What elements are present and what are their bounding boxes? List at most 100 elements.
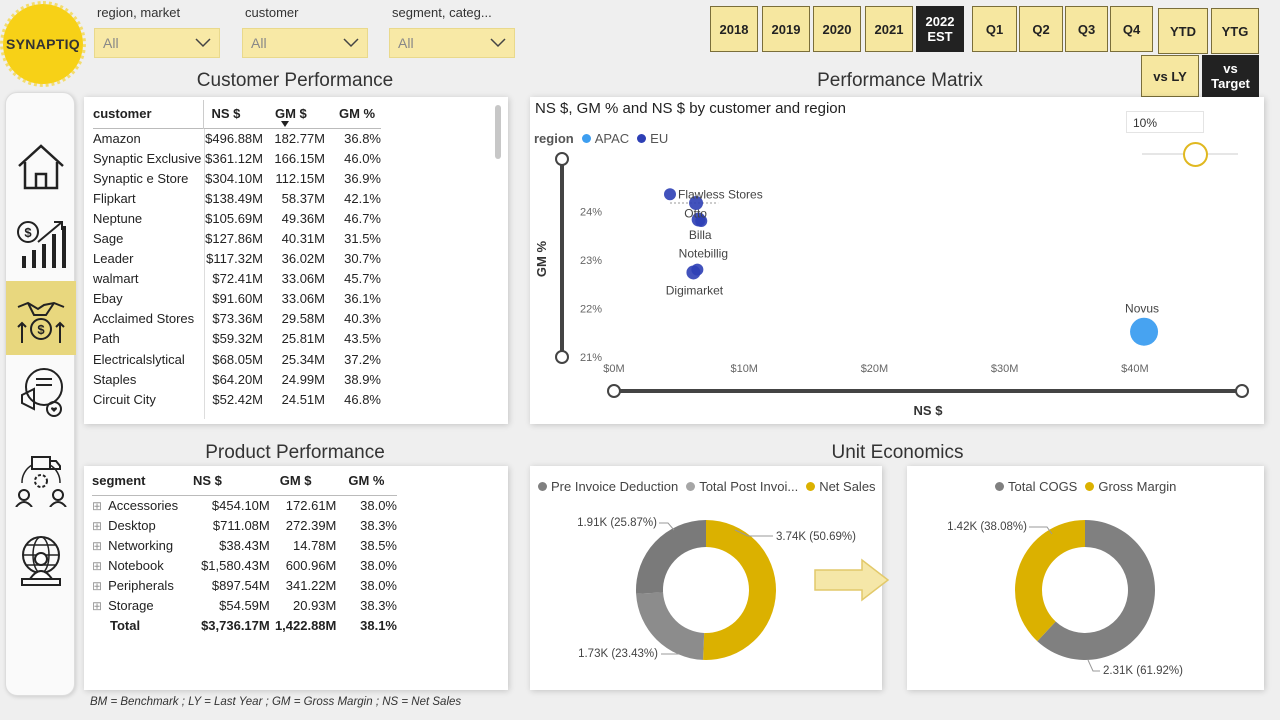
nav-marketing-button[interactable]: [6, 355, 76, 429]
donut-slice[interactable]: [636, 592, 705, 660]
legend-dot: [1085, 482, 1095, 491]
expand-icon[interactable]: ⊞: [92, 518, 103, 533]
table-row[interactable]: ⊞ Networking $38.43M 14.78M 38.5%: [92, 535, 397, 555]
customer-name-cell: Neptune: [93, 210, 143, 226]
quarter-q3-button[interactable]: Q3: [1065, 6, 1108, 52]
scatter-point[interactable]: [664, 188, 676, 201]
slice-data-label: 2.31K (61.92%): [1103, 665, 1183, 677]
year-2022-est-button[interactable]: 2022 EST: [916, 6, 964, 52]
nav-supply-chain-button[interactable]: [6, 443, 76, 517]
table-row[interactable]: ⊞ Peripherals $897.54M 341.22M 38.0%: [92, 575, 397, 595]
quarter-q4-button[interactable]: Q4: [1110, 6, 1153, 52]
gm-cell: 341.22M: [285, 577, 337, 593]
donut-slice[interactable]: [1037, 520, 1155, 660]
ns-cell: $304.10M: [205, 170, 263, 186]
scatter-point[interactable]: [1130, 317, 1159, 346]
scatter-chart: 21% 22% 23% 24% $0M $10M $20M $30M $40M GM % NS $ F…: [534, 152, 1249, 418]
expand-icon[interactable]: ⊞: [92, 558, 103, 573]
slicer-label-region: region, market: [97, 5, 181, 20]
table-row[interactable]: Amazon $496.88M 182.77M 36.8%: [93, 128, 381, 148]
gm-cell: 40.31M: [281, 231, 325, 247]
table-row[interactable]: Flipkart $138.49M 58.37M 42.1%: [93, 188, 381, 208]
scatter-point[interactable]: [689, 196, 704, 211]
header-gm-pct[interactable]: GM %: [339, 106, 376, 122]
table-row[interactable]: ⊞ Desktop $711.08M 272.39M 38.3%: [92, 515, 397, 535]
table-row[interactable]: Acclaimed Stores $73.36M 29.58M 40.3%: [93, 309, 381, 329]
nav-global-button[interactable]: [6, 523, 76, 597]
gm-cell: 600.96M: [285, 557, 337, 573]
segment-label: Accessories: [108, 497, 179, 513]
product-performance-table: segment NS $ GM $ GM % ⊞ Accessories $454.…: [84, 466, 508, 690]
table-row[interactable]: walmart $72.41M 33.06M 45.7%: [93, 269, 381, 289]
table-row[interactable]: Synaptic Exclusive $361.12M 166.15M 46.0%: [93, 148, 381, 168]
threshold-input[interactable]: 10%: [1126, 111, 1204, 133]
quarter-q2-button[interactable]: Q2: [1019, 6, 1063, 52]
nav-home-button[interactable]: [6, 130, 76, 204]
header-customer[interactable]: customer: [93, 106, 152, 122]
legend-title: region: [534, 131, 574, 146]
unit-economics-title: Unit Economics: [831, 442, 964, 463]
scatter-point[interactable]: [686, 265, 701, 280]
handshake-money-icon: $: [17, 301, 65, 343]
slicer-segment-dropdown[interactable]: All: [389, 28, 515, 58]
slicer-customer-dropdown[interactable]: All: [242, 28, 368, 58]
legend-dot: [995, 482, 1004, 491]
donut-slice[interactable]: [703, 520, 777, 660]
quarter-q1-button[interactable]: Q1: [972, 6, 1017, 52]
donut-slice[interactable]: [1015, 520, 1085, 642]
table-scrollbar[interactable]: [495, 105, 501, 159]
customer-name-cell: Amazon: [93, 130, 141, 146]
table-row[interactable]: Circuit City $52.42M 24.51M 46.8%: [93, 389, 381, 409]
year-2021-button[interactable]: 2021: [865, 6, 913, 52]
header-ns[interactable]: NS $: [202, 100, 263, 128]
customer-name-cell: Electricalslytical: [93, 351, 185, 367]
x-slider-handle-left[interactable]: [607, 384, 621, 398]
header-gm-pct[interactable]: GM %: [348, 473, 385, 489]
scatter-point[interactable]: [695, 215, 708, 227]
slice-data-label: 3.74K (50.69%): [776, 531, 856, 543]
point-label: Flawless Stores: [678, 187, 763, 201]
expand-icon[interactable]: ⊞: [92, 599, 103, 614]
year-2018-button[interactable]: 2018: [710, 6, 758, 52]
table-row[interactable]: Neptune $105.69M 49.36M 46.7%: [93, 208, 381, 228]
table-row[interactable]: ⊞ Notebook $1,580.43M 600.96M 38.0%: [92, 555, 397, 575]
slicer-label-customer: customer: [245, 5, 299, 20]
table-row[interactable]: Electricalslytical $68.05M 25.34M 37.2%: [93, 349, 381, 369]
year-2020-button[interactable]: 2020: [813, 6, 861, 52]
vs-target-button[interactable]: vs Target: [1202, 55, 1259, 97]
customer-name-cell: Ebay: [93, 291, 123, 307]
header-segment[interactable]: segment: [92, 473, 146, 489]
year-2019-button[interactable]: 2019: [762, 6, 810, 52]
table-row[interactable]: Staples $64.20M 24.99M 38.9%: [93, 369, 381, 389]
table-row[interactable]: Ebay $91.60M 33.06M 36.1%: [93, 289, 381, 309]
table-row[interactable]: ⊞ Storage $54.59M 20.93M 38.3%: [92, 595, 397, 615]
table-row[interactable]: Sage $127.86M 40.31M 31.5%: [93, 228, 381, 248]
vs-ly-button[interactable]: vs LY: [1141, 55, 1199, 97]
product-table-body: ⊞ Accessories $454.10M 172.61M 38.0% ⊞ Desktop…: [92, 495, 397, 636]
slicer-region-dropdown[interactable]: All: [94, 28, 220, 58]
point-label: Novus: [1125, 302, 1159, 316]
donut-slice[interactable]: [636, 520, 706, 594]
table-row[interactable]: ⊞ Accessories $454.10M 172.61M 38.0%: [92, 495, 397, 515]
table-row[interactable]: Path $59.32M 25.81M 43.5%: [93, 329, 381, 349]
threshold-slider-handle[interactable]: [1183, 142, 1208, 167]
expand-icon[interactable]: ⊞: [92, 538, 103, 553]
ns-cell: $138.49M: [205, 190, 263, 206]
y-slider-handle-top[interactable]: [555, 152, 569, 166]
expand-icon[interactable]: ⊞: [92, 498, 103, 513]
header-gm[interactable]: GM $: [263, 100, 325, 128]
x-slider-handle-right[interactable]: [1235, 384, 1249, 398]
nav-finance-button[interactable]: $: [6, 206, 76, 280]
header-ns[interactable]: NS $: [192, 473, 222, 489]
total-gm: 1,422.88M: [274, 618, 337, 634]
y-slider-handle-bottom[interactable]: [555, 350, 569, 364]
expand-icon[interactable]: ⊞: [92, 578, 103, 593]
header-gm[interactable]: GM $: [279, 473, 312, 489]
ytd-button[interactable]: YTD: [1158, 8, 1208, 54]
nav-customer-button[interactable]: $: [6, 281, 76, 355]
table-row[interactable]: Synaptic e Store $304.10M 112.15M 36.9%: [93, 168, 381, 188]
table-row[interactable]: Leader $117.32M 36.02M 30.7%: [93, 249, 381, 269]
donut1-legend: Pre Invoice Deduction Total Post Invoi..…: [538, 479, 876, 494]
point-label: Otto: [684, 207, 707, 221]
ytg-button[interactable]: YTG: [1211, 8, 1259, 54]
